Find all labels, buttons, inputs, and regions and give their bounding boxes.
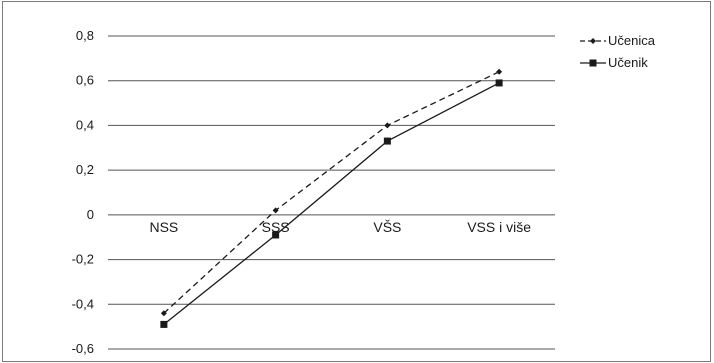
legend-item: Učenica — [580, 33, 656, 48]
series-učenik — [160, 79, 503, 328]
x-axis-categories: NSS SSS VŠS VSS i više — [149, 219, 531, 235]
y-axis-ticks: 0,8 0,6 0,4 0,2 0 -0,2 -0,4 -0,6 — [72, 28, 94, 356]
x-category-label: NSS — [149, 219, 178, 235]
x-category-label: SSS — [262, 219, 290, 235]
y-tick-label: 0 — [87, 207, 94, 222]
series-učenica — [160, 68, 503, 317]
y-tick-label: 0,4 — [76, 117, 94, 132]
y-tick-label: 0,6 — [76, 73, 94, 88]
legend-label: Učenica — [608, 33, 656, 48]
data-point — [383, 137, 391, 145]
data-point — [272, 207, 279, 214]
data-point — [495, 79, 503, 87]
legend-label: Učenik — [608, 55, 648, 70]
x-category-label: VSS i više — [467, 219, 531, 235]
series-line — [163, 71, 500, 314]
series-layer — [160, 68, 503, 328]
y-tick-label: -0,6 — [72, 341, 94, 356]
y-tick-label: 0,2 — [76, 162, 94, 177]
legend-marker — [589, 59, 597, 67]
data-point — [496, 68, 503, 75]
data-point — [160, 320, 168, 328]
legend: Učenica Učenik — [580, 33, 656, 70]
x-category-label: VŠS — [373, 219, 401, 235]
series-line — [163, 82, 500, 325]
y-tick-label: -0,4 — [72, 296, 94, 311]
legend-marker — [590, 38, 596, 44]
grid-lines — [108, 35, 555, 350]
data-point — [160, 310, 167, 317]
data-point — [272, 231, 280, 239]
data-point — [384, 122, 391, 129]
y-tick-label: 0,8 — [76, 28, 94, 43]
y-tick-label: -0,2 — [72, 252, 94, 267]
legend-item: Učenik — [580, 55, 648, 70]
